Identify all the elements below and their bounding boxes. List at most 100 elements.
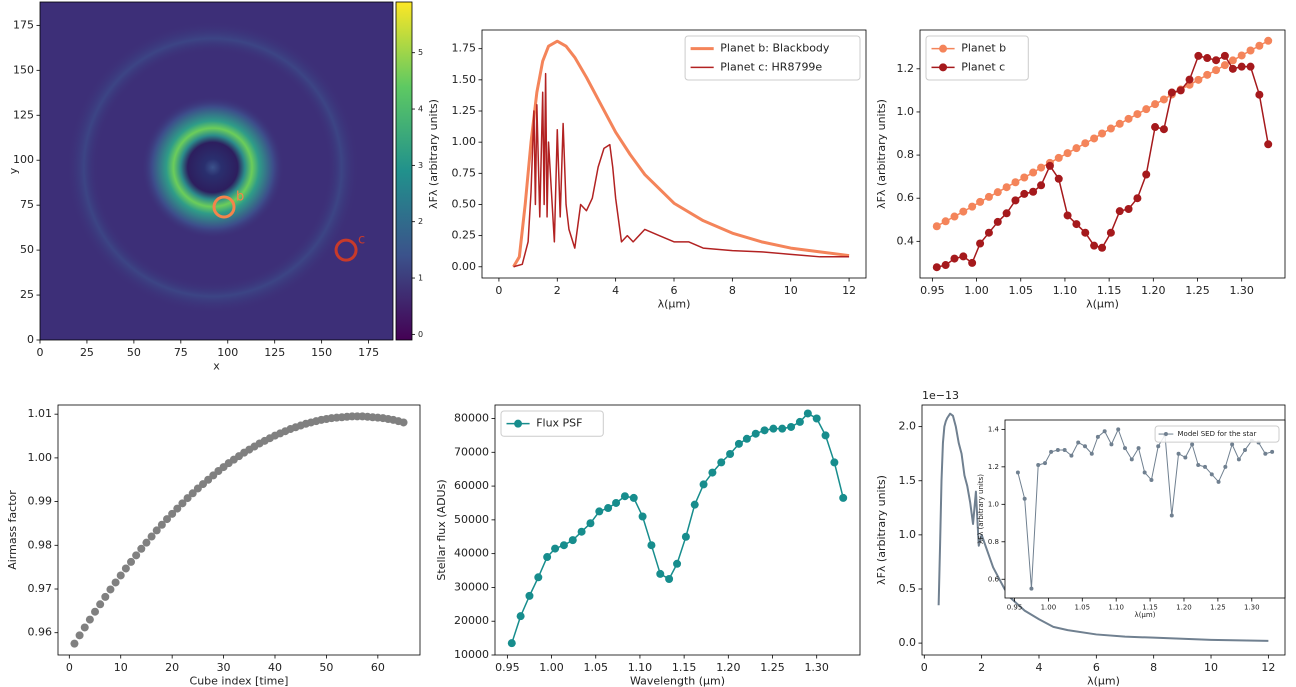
- y-tick-label: 50000: [454, 513, 489, 526]
- y-tick-label: 0.4: [897, 234, 915, 247]
- y-tick-label: 0.98: [28, 538, 53, 551]
- data-point: [1263, 451, 1268, 456]
- colorbar-tick-label: 1: [418, 274, 423, 283]
- data-point: [751, 429, 760, 438]
- data-point: [1151, 100, 1160, 109]
- data-point: [673, 559, 682, 568]
- data-point: [795, 417, 804, 426]
- data-point: [1045, 161, 1054, 170]
- planet-marker: [212, 195, 236, 219]
- data-point: [821, 431, 830, 440]
- legend-marker: [939, 63, 948, 72]
- x-tick-label: 1.00: [964, 284, 989, 297]
- x-axis-label: λ(μm): [1135, 611, 1156, 619]
- y-tick-label: 175: [13, 18, 34, 31]
- y-tick-label: 125: [13, 108, 34, 121]
- y-axis-label: λFλ (arbitrary units): [875, 99, 888, 209]
- y-axis-label: λFλ (arbitrary units): [875, 475, 888, 585]
- data-point: [586, 519, 595, 528]
- data-point: [976, 197, 985, 206]
- y-tick-label: 70000: [454, 445, 489, 458]
- data-point: [1237, 62, 1246, 71]
- data-point: [1190, 442, 1195, 447]
- data-point: [656, 569, 665, 578]
- data-point: [1264, 140, 1273, 149]
- data-point: [1133, 110, 1142, 119]
- data-point: [1043, 461, 1047, 466]
- data-point: [1083, 444, 1087, 449]
- data-point: [984, 228, 993, 237]
- x-tick-label: 150: [311, 346, 332, 359]
- legend-marker: [1163, 432, 1168, 437]
- data-point: [1236, 457, 1241, 462]
- data-point: [1212, 66, 1221, 75]
- axes-frame: [494, 404, 861, 656]
- data-point: [1223, 464, 1228, 469]
- data-point: [1095, 434, 1100, 439]
- data-point: [803, 409, 812, 418]
- data-point: [638, 512, 647, 521]
- x-tick-label: 0: [921, 661, 928, 674]
- data-point: [142, 538, 151, 547]
- axes-frame: [39, 1, 394, 341]
- x-tick-label: 60: [371, 661, 385, 674]
- y-tick-label: 0.6: [897, 191, 915, 204]
- data-point: [525, 591, 534, 600]
- data-point: [1106, 228, 1115, 237]
- data-point: [1037, 163, 1046, 172]
- data-point: [760, 426, 769, 435]
- data-point: [1020, 173, 1029, 182]
- data-point: [699, 480, 708, 489]
- data-point: [157, 520, 166, 529]
- data-point: [1156, 444, 1161, 449]
- y-tick-label: 0.99: [28, 495, 53, 508]
- data-point: [1123, 446, 1127, 451]
- planet-marker: [334, 238, 358, 262]
- x-axis-label: λ(μm): [1087, 674, 1120, 687]
- colorbar-tick-label: 4: [418, 105, 423, 114]
- x-tick-label: 0.95: [495, 661, 520, 674]
- y-tick-label: 1.00: [28, 451, 53, 464]
- data-point: [1090, 134, 1099, 143]
- x-tick-label: 1.05: [584, 661, 609, 674]
- data-point: [932, 222, 941, 231]
- legend-box: [925, 35, 1029, 81]
- data-point: [183, 494, 192, 503]
- data-point: [1159, 95, 1168, 104]
- data-point: [1159, 125, 1168, 134]
- y-tick-label: 25: [20, 288, 34, 301]
- x-tick-label: 8: [1150, 661, 1157, 674]
- data-point: [1037, 181, 1046, 190]
- legend-label: Planet c: [961, 60, 1005, 73]
- y-tick-label: 30000: [454, 580, 489, 593]
- data-point: [1029, 168, 1038, 177]
- x-tick-label: 1.15: [672, 661, 697, 674]
- axes-frame: [481, 29, 867, 279]
- axes-background: [495, 405, 860, 655]
- data-point: [620, 492, 629, 501]
- x-tick-label: 6: [671, 284, 678, 297]
- y-tick-label: 0.97: [28, 582, 53, 595]
- data-point: [647, 541, 656, 550]
- x-tick-label: 12: [1261, 661, 1275, 674]
- data-point: [1246, 62, 1255, 71]
- y-tick-label: 1.2: [897, 62, 915, 75]
- y-tick-label: 1.25: [452, 104, 477, 117]
- plot-area: [512, 39, 850, 268]
- data-point: [1109, 442, 1114, 447]
- y-tick-label: 0.00: [452, 260, 477, 273]
- data-point: [168, 509, 177, 518]
- data-point: [950, 254, 959, 263]
- x-axis-label: λ(μm): [658, 297, 691, 310]
- data-point: [1089, 451, 1094, 456]
- x-tick-label: 4: [1035, 661, 1042, 674]
- data-point: [1176, 86, 1185, 95]
- data-point: [1115, 207, 1124, 216]
- data-point: [1011, 178, 1020, 187]
- data-point: [96, 600, 105, 609]
- data-point: [812, 414, 821, 423]
- data-point: [665, 574, 674, 583]
- data-point: [1055, 447, 1060, 452]
- y-tick-label: 0.75: [452, 166, 477, 179]
